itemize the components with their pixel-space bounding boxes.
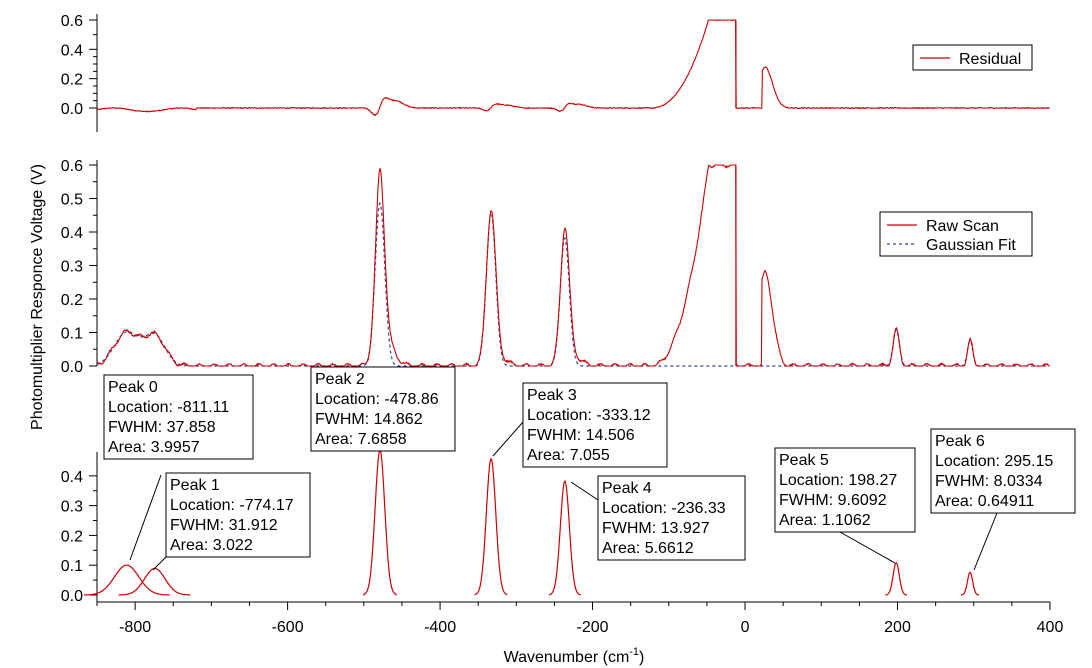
peak-3-annotation-line: Area: 7.055 <box>527 447 610 464</box>
residual-panel: 0.0 0.2 0.4 0.6 <box>61 13 1050 132</box>
peak-5-annotation-line: Peak 5 <box>779 452 829 469</box>
scan-legend-box <box>879 211 1033 257</box>
x-tick-label: 400 <box>1037 619 1064 636</box>
peak-3-curve <box>474 458 508 596</box>
peak-5-annotation-line: Location: 198.27 <box>779 472 897 489</box>
peak-6-annotation-line: Peak 6 <box>935 433 985 450</box>
peak-2-annotation-line: FWHM: 14.862 <box>315 411 423 428</box>
peak-3-annotation-line: Location: -333.12 <box>527 407 651 424</box>
scan-y-tick-label: 0.5 <box>61 192 83 209</box>
x-axis: -800 -600 -400 -200 0 200 400 <box>96 601 1064 636</box>
residual-y-tick-label: 0.0 <box>61 101 83 118</box>
peak-5-annotation-line: Area: 1.1062 <box>779 512 871 529</box>
peak-2-annotation-line: Peak 2 <box>315 371 365 388</box>
peak-3-annotation-line: FWHM: 14.506 <box>527 427 635 444</box>
peak-0-annotation-line: Location: -811.11 <box>108 399 229 416</box>
peak-6-curve <box>960 571 979 596</box>
scan-y-tick-label: 0.4 <box>61 225 83 242</box>
residual-y-tick-label: 0.2 <box>61 72 83 89</box>
peak-3-leader-line <box>492 421 524 457</box>
x-axis-title: Wavenumber (cm-1) <box>504 646 645 666</box>
peak-6-annotation-line: Area: 0.64911 <box>935 493 1034 510</box>
residual-legend: Residual <box>912 44 1033 71</box>
peak-5-annotation-line: FWHM: 9.6092 <box>779 492 887 509</box>
scan-panel: 0.0 0.1 0.2 0.3 0.4 0.5 0.6 <box>61 158 1050 376</box>
peak-4-curve <box>548 480 581 596</box>
peaks-y-tick-label: 0.3 <box>61 499 83 516</box>
peak-0-annotation-line: FWHM: 37.858 <box>108 419 216 436</box>
peaks-y-tick-label: 0.2 <box>61 528 83 545</box>
x-axis-title-close: ) <box>639 649 644 666</box>
peak-5-annotation-box <box>774 447 916 533</box>
peak-2-annotation-line: Area: 7.6858 <box>315 431 407 448</box>
scan-y-tick-label: 0.0 <box>61 359 83 376</box>
peak-6-leader-line <box>973 512 998 571</box>
scan-y-tick-label: 0.3 <box>61 259 83 276</box>
y-axis-title: Photomultiplier Responce Voltage (V) <box>29 164 46 430</box>
scan-y-tick-label: 0.6 <box>61 158 83 175</box>
scan-y-tick-label: 0.2 <box>61 292 83 309</box>
peak-4-annotation-line: Peak 4 <box>602 480 652 497</box>
x-tick-label: -800 <box>119 619 151 636</box>
peaks-y-tick-label: 0.1 <box>61 558 83 575</box>
peak-1-annotation-line: Peak 1 <box>170 477 220 494</box>
peak-6-annotation-box <box>930 428 1076 514</box>
peak-5-curve <box>885 562 907 596</box>
peak-3-annotation-box <box>522 382 668 468</box>
peak-1-annotation-line: FWHM: 31.912 <box>170 517 278 534</box>
peak-0-curve <box>83 564 170 596</box>
scan-legend-raw-label: Raw Scan <box>926 218 999 235</box>
residual-y-tick-label: 0.6 <box>61 13 83 30</box>
peak-4-annotation-line: Location: -236.33 <box>602 500 726 517</box>
peak-6-annotation-line: FWHM: 8.0334 <box>935 473 1043 490</box>
scan-y-tick-label: 0.1 <box>61 326 83 343</box>
peak-6-annotation-line: Location: 295.15 <box>935 453 1053 470</box>
peaks-y-tick-label: 0.4 <box>61 469 83 486</box>
peak-annotations: Peak 0 Location: -811.11 FWHM: 37.858 Area:… <box>103 366 1076 571</box>
peak-4-annotation-line: FWHM: 13.927 <box>602 520 710 537</box>
x-tick-label: -200 <box>577 619 609 636</box>
peak-1-annotation-line: Location: -774.17 <box>170 497 294 514</box>
x-tick-label: -600 <box>272 619 304 636</box>
peaks-y-tick-label: 0.0 <box>61 588 83 605</box>
x-tick-label: 200 <box>884 619 911 636</box>
peak-4-annotation-line: Area: 5.6612 <box>602 540 694 557</box>
x-axis-title-sup: -1 <box>629 646 639 658</box>
residual-y-tick-label: 0.4 <box>61 42 83 59</box>
peak-4-leader-line <box>570 481 599 501</box>
peak-1-annotation-line: Area: 3.022 <box>170 537 253 554</box>
x-tick-label: 0 <box>741 619 750 636</box>
residual-series-line <box>96 18 1050 116</box>
gaussian-fit-line <box>96 202 1050 367</box>
peak-2-annotation-line: Location: -478.86 <box>315 391 439 408</box>
peak-2-curve <box>362 449 398 596</box>
peak-0-annotation-box <box>103 374 254 460</box>
peak-5-leader-line <box>839 531 896 564</box>
x-axis-title-base: Wavenumber (cm <box>504 649 630 666</box>
peak-4-annotation-box <box>597 475 746 561</box>
peak-1-leader-line <box>152 556 167 571</box>
raw-scan-line <box>96 164 1050 367</box>
scan-legend: Raw Scan Gaussian Fit <box>879 211 1033 257</box>
peak-1-annotation-box <box>165 472 311 558</box>
scan-legend-fit-label: Gaussian Fit <box>926 237 1016 254</box>
peak-1-curve <box>118 567 191 596</box>
peak-0-annotation-line: Peak 0 <box>108 379 158 396</box>
peak-0-annotation-line: Area: 3.9957 <box>108 439 200 456</box>
peaks-panel: 0.0 0.1 0.2 0.3 0.4 <box>61 449 979 605</box>
peak-3-annotation-line: Peak 3 <box>527 387 577 404</box>
peak-2-annotation-box <box>310 366 456 452</box>
residual-legend-label: Residual <box>959 51 1021 68</box>
peak-0-leader-line <box>129 474 162 561</box>
x-tick-label: -400 <box>424 619 456 636</box>
